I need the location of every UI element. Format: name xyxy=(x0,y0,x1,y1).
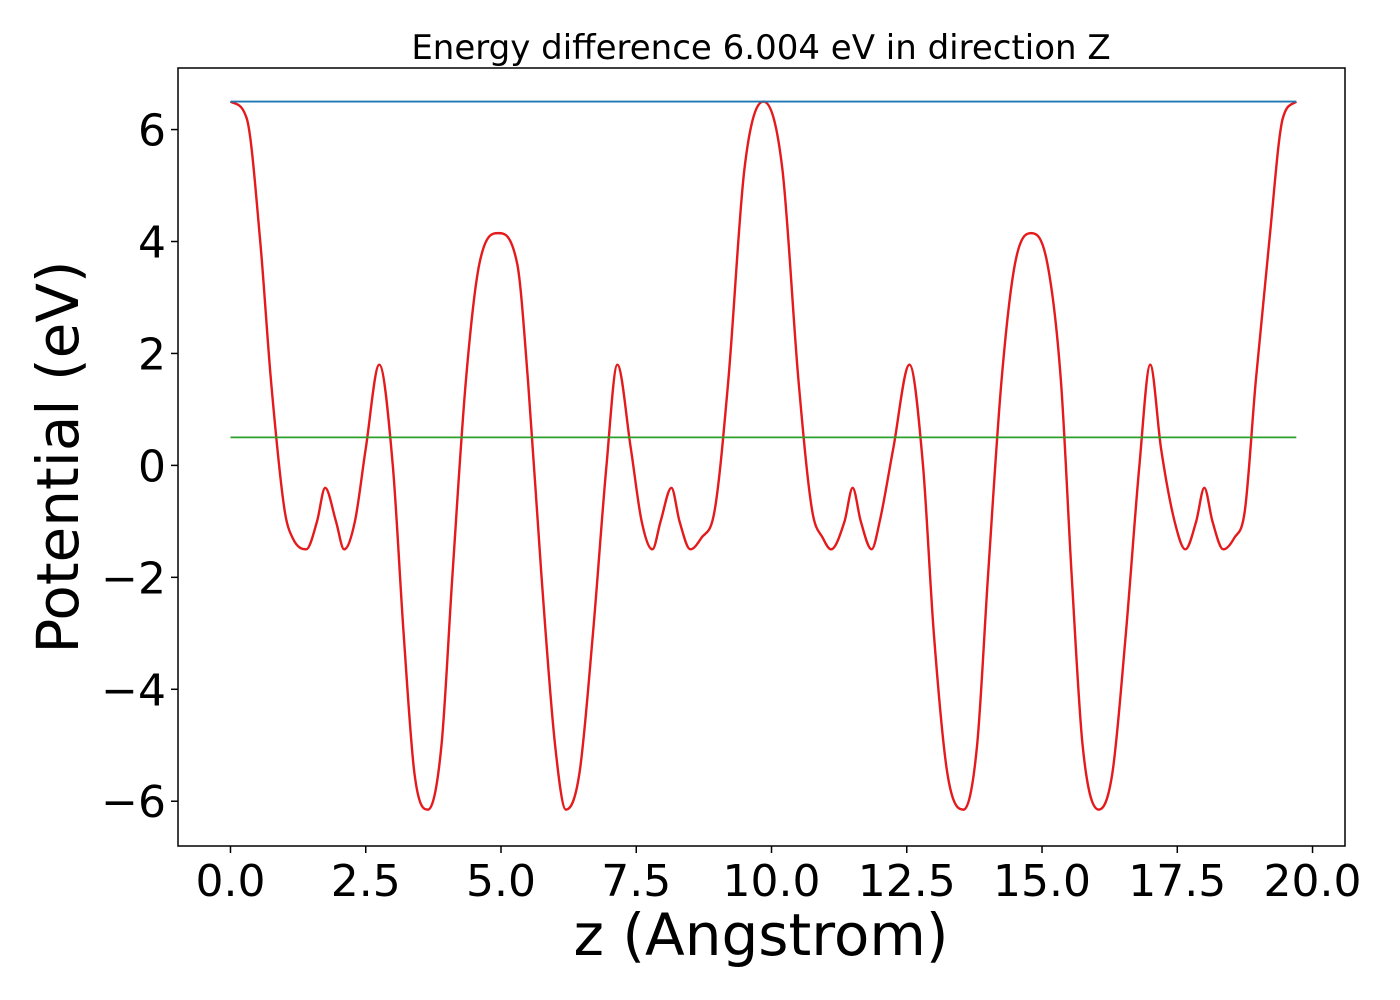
y-tick-label: −4 xyxy=(101,665,166,716)
y-tick-label: 2 xyxy=(138,329,166,380)
plot-area xyxy=(177,67,1346,847)
y-axis-ticks: −6 −4 −2 0 2 4 6 xyxy=(101,106,178,828)
x-axis-label: z (Angstrom) xyxy=(574,901,949,969)
x-tick-label: 20.0 xyxy=(1264,856,1362,907)
x-tick-label: 17.5 xyxy=(1128,856,1226,907)
x-tick-label: 12.5 xyxy=(858,856,956,907)
x-axis-ticks: 0.0 2.5 5.0 7.5 10.0 12.5 15.0 17.5 20.0 xyxy=(195,846,1362,907)
x-tick-label: 0.0 xyxy=(195,856,265,907)
y-tick-label: 6 xyxy=(138,106,166,157)
y-axis-label: Potential (eV) xyxy=(24,260,92,653)
series-layer xyxy=(229,100,1298,811)
y-tick-label: −6 xyxy=(101,777,166,828)
x-tick-label: 7.5 xyxy=(601,856,671,907)
y-tick-label: −2 xyxy=(101,553,166,604)
y-tick-label: 4 xyxy=(138,218,166,269)
y-tick-label: 0 xyxy=(138,441,166,492)
chart-title: Energy difference 6.004 eV in direction … xyxy=(411,28,1110,68)
x-tick-label: 15.0 xyxy=(993,856,1091,907)
x-tick-label: 2.5 xyxy=(331,856,401,907)
x-tick-label: 5.0 xyxy=(466,856,536,907)
plot-frame xyxy=(177,67,1346,847)
x-tick-label: 10.0 xyxy=(723,856,821,907)
